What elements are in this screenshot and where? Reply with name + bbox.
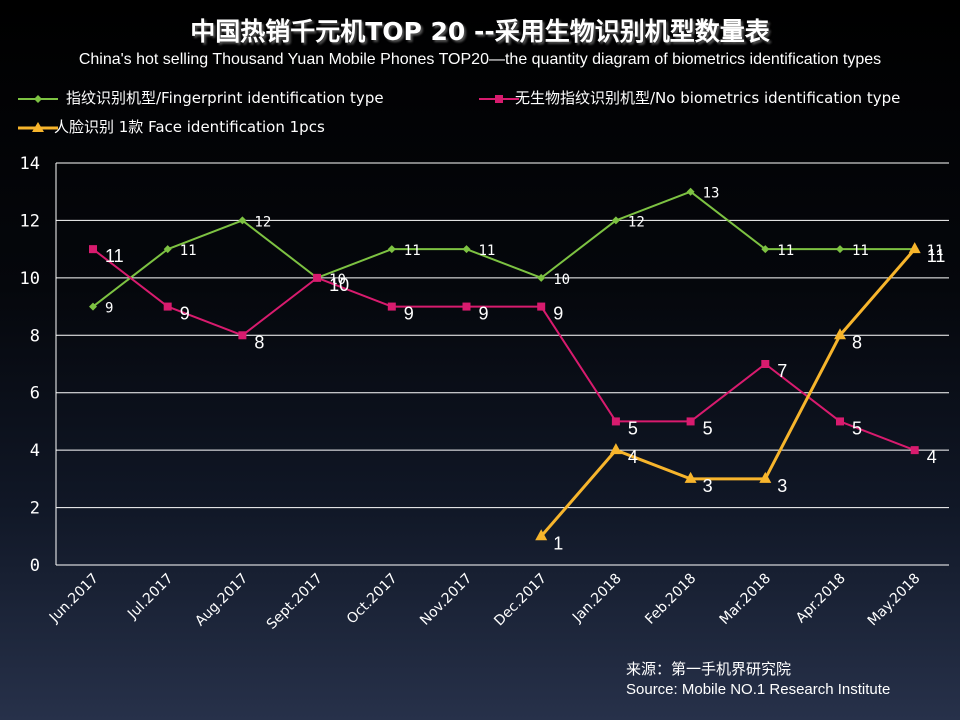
y-tick-label: 8 bbox=[30, 326, 40, 346]
data-point bbox=[834, 328, 846, 340]
data-point bbox=[163, 245, 172, 254]
data-label: 1 bbox=[553, 533, 563, 553]
data-point bbox=[609, 443, 622, 455]
source-line-en: Source: Mobile NO.1 Research Institute bbox=[626, 681, 891, 698]
data-label: 12 bbox=[628, 214, 645, 230]
x-tick-label: Jul.2017 bbox=[124, 571, 176, 623]
legend-item-face[interactable]: 人脸识别 1款 Face identification 1pcs bbox=[18, 118, 438, 138]
legend-marker-triangle-icon bbox=[18, 122, 58, 132]
legend-marker-diamond-icon bbox=[18, 95, 58, 103]
data-point bbox=[761, 360, 770, 368]
data-label: 11 bbox=[927, 246, 946, 266]
data-point bbox=[387, 302, 396, 311]
data-label: 9 bbox=[553, 304, 563, 324]
source-line-cn: 来源：第一手机界研究院 bbox=[626, 661, 792, 678]
data-point bbox=[238, 331, 247, 340]
data-label: 9 bbox=[479, 304, 489, 324]
data-label: 8 bbox=[254, 332, 264, 352]
data-label: 9 bbox=[105, 301, 113, 317]
legend-item-no-biometrics[interactable]: 无生物指纹识别机型/No biometrics identification t… bbox=[479, 89, 949, 109]
data-point bbox=[684, 471, 697, 483]
data-point bbox=[537, 302, 546, 311]
data-point bbox=[535, 529, 548, 541]
data-label: 5 bbox=[628, 418, 638, 438]
data-label: 7 bbox=[777, 361, 787, 381]
data-point bbox=[462, 302, 471, 311]
series-line bbox=[92, 248, 916, 452]
data-point bbox=[387, 245, 396, 254]
data-label: 3 bbox=[777, 476, 787, 496]
data-point bbox=[462, 245, 471, 254]
data-label: 10 bbox=[553, 272, 570, 288]
y-tick-label: 12 bbox=[20, 211, 40, 231]
y-tick-label: 10 bbox=[20, 269, 40, 289]
data-point bbox=[761, 245, 770, 254]
legend-label: 指纹识别机型/Fingerprint identification type bbox=[66, 89, 384, 107]
data-label: 13 bbox=[703, 186, 720, 202]
data-point bbox=[238, 216, 247, 225]
x-tick-label: Aug.2017 bbox=[192, 571, 251, 630]
y-tick-label: 14 bbox=[20, 154, 40, 174]
y-tick-label: 2 bbox=[30, 499, 40, 519]
x-tick-label: Oct.2017 bbox=[344, 571, 401, 628]
source-note: 来源：第一手机界研究院 Source: Mobile NO.1 Research… bbox=[626, 660, 890, 700]
chart-title: 中国热销千元机TOP 20 --采用生物识别机型数量表 bbox=[190, 17, 770, 46]
data-label: 12 bbox=[254, 214, 271, 230]
data-label: 11 bbox=[927, 243, 944, 259]
data-point bbox=[89, 302, 97, 311]
x-tick-label: Sept.2017 bbox=[264, 571, 326, 633]
data-label: 11 bbox=[852, 243, 869, 259]
data-label: 11 bbox=[105, 246, 124, 266]
data-point bbox=[759, 471, 772, 483]
data-point bbox=[910, 446, 919, 455]
legend-label: 人脸识别 1款 Face identification 1pcs bbox=[54, 118, 325, 136]
y-tick-label: 4 bbox=[30, 441, 40, 461]
data-point bbox=[908, 242, 921, 254]
data-point bbox=[163, 302, 172, 311]
legend-item-fingerprint[interactable]: 指纹识别机型/Fingerprint identification type bbox=[18, 89, 438, 109]
data-label: 3 bbox=[703, 476, 713, 496]
legend-marker-square-icon bbox=[479, 95, 519, 103]
data-point bbox=[686, 417, 695, 426]
x-tick-label: Jun.2017 bbox=[46, 571, 102, 627]
data-point bbox=[686, 187, 695, 196]
data-point bbox=[836, 245, 844, 254]
data-label: 11 bbox=[180, 243, 197, 259]
data-point bbox=[611, 216, 620, 225]
x-tick-label: Mar.2018 bbox=[717, 571, 774, 628]
data-point bbox=[313, 273, 322, 282]
series-line bbox=[92, 190, 915, 308]
y-tick-label: 0 bbox=[30, 556, 40, 576]
data-label: 9 bbox=[180, 304, 190, 324]
data-label: 4 bbox=[927, 447, 937, 467]
legend-label: 无生物指纹识别机型/No biometrics identification t… bbox=[515, 89, 901, 107]
data-point bbox=[836, 417, 844, 426]
x-tick-label: Nov.2017 bbox=[417, 571, 475, 629]
chart-subtitle: China's hot selling Thousand Yuan Mobile… bbox=[78, 51, 882, 68]
data-label: 5 bbox=[703, 418, 713, 438]
y-tick-label: 6 bbox=[30, 384, 40, 404]
x-tick-label: Dec.2017 bbox=[491, 571, 550, 630]
data-label: 11 bbox=[777, 243, 794, 259]
data-label: 4 bbox=[628, 447, 638, 467]
data-label: 9 bbox=[404, 304, 414, 324]
x-tick-label: Apr.2018 bbox=[793, 571, 849, 627]
data-point bbox=[611, 417, 620, 426]
data-label: 10 bbox=[329, 275, 349, 295]
data-point bbox=[537, 273, 546, 282]
series-line bbox=[540, 248, 916, 538]
data-label: 8 bbox=[852, 332, 862, 352]
x-tick-label: Feb.2018 bbox=[642, 571, 699, 628]
data-point bbox=[89, 245, 97, 254]
data-label: 11 bbox=[479, 243, 496, 259]
data-label: 11 bbox=[404, 243, 421, 259]
data-label: 5 bbox=[852, 418, 862, 438]
x-tick-label: Jan.2018 bbox=[569, 571, 625, 627]
x-tick-label: May.2018 bbox=[865, 571, 924, 630]
